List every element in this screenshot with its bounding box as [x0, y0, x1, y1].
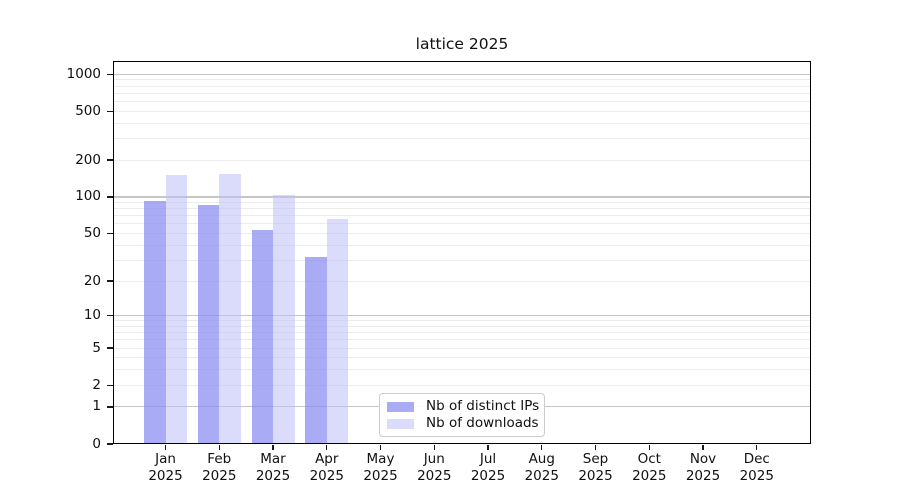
- y-tick: [107, 232, 113, 235]
- y-tick-label: 10: [83, 307, 101, 324]
- gridline-minor: [113, 110, 811, 112]
- y-tick-label: 2: [92, 376, 101, 393]
- x-tick: [648, 444, 650, 451]
- y-tick: [107, 347, 113, 349]
- gridline-minor: [113, 347, 811, 349]
- y-tick: [107, 73, 113, 75]
- x-tick: [541, 444, 543, 451]
- y-tick-label: 0: [92, 435, 101, 452]
- bar-nb-of-downloads-jan-2025: [165, 175, 187, 444]
- x-tick-label: May 2025: [363, 451, 398, 484]
- x-tick-label: Feb 2025: [202, 451, 237, 484]
- x-tick: [218, 444, 220, 451]
- y-tick-label: 500: [75, 102, 101, 119]
- x-tick-label: Aug 2025: [524, 451, 559, 484]
- x-tick-label: Oct 2025: [632, 451, 667, 484]
- bar-nb-of-downloads-feb-2025: [219, 174, 241, 444]
- gridline-minor: [113, 159, 811, 161]
- y-tick: [107, 384, 113, 386]
- y-tick: [107, 159, 113, 161]
- x-tick: [756, 444, 758, 451]
- legend: Nb of distinct IPs Nb of downloads: [379, 393, 545, 437]
- y-tick-label: 50: [83, 225, 101, 242]
- gridline-major: [113, 315, 811, 317]
- y-tick-label: 5: [92, 339, 101, 356]
- x-tick: [487, 444, 489, 451]
- y-tick-label: 20: [83, 272, 101, 289]
- bar-nb-of-distinct-ips-jan-2025: [144, 201, 166, 444]
- gridline-minor: [113, 138, 811, 140]
- gridline-minor: [113, 79, 811, 81]
- gridline-minor: [113, 202, 811, 204]
- y-tick: [107, 406, 113, 408]
- x-tick-label: Dec 2025: [739, 451, 774, 484]
- y-tick: [107, 315, 113, 317]
- legend-item-distinct-ips: Nb of distinct IPs: [380, 398, 544, 415]
- gridline-minor: [113, 339, 811, 341]
- bar-nb-of-distinct-ips-mar-2025: [251, 229, 273, 444]
- y-tick-label: 1000: [66, 65, 101, 82]
- y-tick: [107, 280, 113, 282]
- gridline-minor: [113, 384, 811, 386]
- y-tick-label: 100: [75, 188, 101, 205]
- gridline-minor: [113, 357, 811, 359]
- gridline-minor: [113, 101, 811, 102]
- y-tick-label: 1: [92, 398, 101, 415]
- gridline-minor: [113, 369, 811, 371]
- x-tick: [379, 444, 382, 451]
- gridline-minor: [113, 233, 811, 235]
- gridline-minor: [113, 208, 811, 210]
- x-tick: [164, 444, 167, 451]
- x-tick-label: Jun 2025: [417, 451, 452, 484]
- legend-swatch-distinct-ips: [387, 401, 414, 412]
- y-tick: [107, 110, 113, 112]
- gridline-major: [113, 73, 811, 75]
- plot-area: [113, 61, 811, 444]
- y-tick-label: 200: [75, 151, 101, 168]
- x-tick: [326, 444, 328, 451]
- gridline-minor: [113, 244, 811, 246]
- x-tick: [433, 444, 435, 451]
- gridline-minor: [113, 280, 811, 282]
- chart-title: lattice 2025: [415, 35, 509, 53]
- x-tick: [594, 444, 597, 451]
- gridline-minor: [113, 259, 811, 261]
- bar-nb-of-distinct-ips-apr-2025: [305, 256, 327, 444]
- gridline-minor: [113, 223, 811, 225]
- bar-nb-of-distinct-ips-feb-2025: [197, 204, 220, 444]
- x-tick-label: Apr 2025: [309, 451, 344, 484]
- bar-nb-of-downloads-mar-2025: [273, 194, 295, 444]
- legend-label-downloads: Nb of downloads: [426, 415, 539, 431]
- x-tick-label: Jan 2025: [148, 451, 183, 484]
- gridline-minor: [113, 92, 811, 94]
- y-tick: [107, 196, 113, 198]
- legend-label-distinct-ips: Nb of distinct IPs: [426, 398, 540, 414]
- y-tick: [107, 443, 113, 445]
- x-tick-label: Jul 2025: [470, 451, 506, 484]
- gridline-minor: [113, 122, 811, 124]
- x-tick: [702, 444, 704, 451]
- gridline-minor: [113, 215, 811, 217]
- gridline-minor: [113, 320, 811, 322]
- gridline-minor: [113, 325, 811, 327]
- legend-swatch-downloads: [387, 418, 414, 429]
- gridline-minor: [113, 85, 811, 87]
- gridline-minor: [113, 332, 811, 334]
- gridline-major: [113, 196, 811, 198]
- legend-item-downloads: Nb of downloads: [380, 415, 544, 432]
- bar-nb-of-downloads-apr-2025: [326, 218, 349, 444]
- x-tick-label: Sep 2025: [578, 451, 613, 484]
- x-tick-label: Mar 2025: [255, 451, 291, 484]
- x-tick-label: Nov 2025: [685, 451, 721, 484]
- x-tick: [272, 444, 274, 451]
